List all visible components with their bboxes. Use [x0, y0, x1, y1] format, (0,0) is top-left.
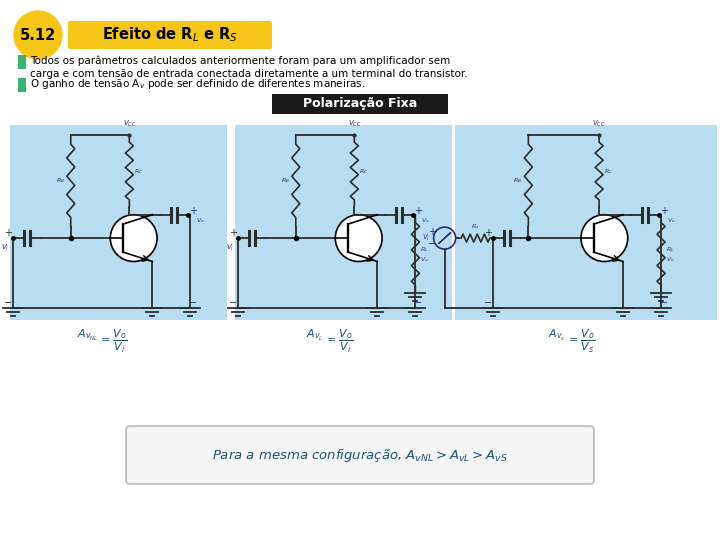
Text: $V_o$: $V_o$	[666, 255, 675, 264]
Text: −: −	[485, 298, 492, 308]
Circle shape	[581, 215, 628, 261]
Text: = $\dfrac{V_o}{V_i}$: = $\dfrac{V_o}{V_i}$	[101, 328, 128, 355]
Text: +: +	[485, 228, 492, 238]
Text: $V_{CC}$: $V_{CC}$	[122, 119, 136, 129]
Text: O ganho de tensão A$_v$ pode ser definido de diferentes maneiras.: O ganho de tensão A$_v$ pode ser definid…	[30, 77, 366, 91]
Text: +: +	[230, 228, 238, 238]
Circle shape	[14, 11, 62, 59]
Text: −: −	[189, 298, 197, 308]
Text: $A_{v_L}$: $A_{v_L}$	[306, 328, 323, 343]
Text: $R_C$: $R_C$	[359, 167, 369, 176]
Text: $V_o$: $V_o$	[197, 216, 205, 225]
Text: +: +	[660, 206, 668, 215]
Text: $R_B$: $R_B$	[513, 177, 523, 185]
Text: −: −	[229, 298, 238, 308]
Text: +: +	[4, 228, 12, 238]
FancyBboxPatch shape	[18, 55, 26, 69]
Text: $A_{v_{NL}}$: $A_{v_{NL}}$	[77, 328, 99, 343]
Text: $V_{CC}$: $V_{CC}$	[348, 119, 361, 129]
FancyBboxPatch shape	[235, 125, 452, 320]
Text: $V_o$: $V_o$	[421, 216, 430, 225]
Text: −: −	[4, 298, 12, 308]
FancyBboxPatch shape	[68, 21, 272, 49]
Text: $R_L$: $R_L$	[666, 245, 675, 254]
Text: $R_B$: $R_B$	[55, 177, 65, 185]
Text: = $\dfrac{V_o}{V_i}$: = $\dfrac{V_o}{V_i}$	[325, 328, 353, 355]
Text: $R_B$: $R_B$	[281, 177, 289, 185]
Text: −: −	[428, 239, 436, 249]
Text: $V_i$: $V_i$	[421, 233, 430, 243]
Text: $R_C$: $R_C$	[135, 167, 144, 176]
FancyBboxPatch shape	[272, 94, 448, 114]
Text: $R_L$: $R_L$	[420, 245, 429, 254]
Text: −: −	[414, 298, 423, 308]
Text: $V_o$: $V_o$	[667, 216, 676, 225]
Text: $R_s$: $R_s$	[472, 222, 480, 231]
Circle shape	[336, 215, 382, 261]
Text: +: +	[415, 206, 423, 215]
Text: Todos os parâmetros calculados anteriormente foram para um amplificador sem: Todos os parâmetros calculados anteriorm…	[30, 56, 450, 66]
Text: $R_C$: $R_C$	[604, 167, 613, 176]
FancyBboxPatch shape	[10, 125, 227, 320]
Text: +: +	[189, 206, 197, 215]
Text: +: +	[428, 227, 436, 237]
Text: $V_{CC}$: $V_{CC}$	[593, 119, 606, 129]
Text: $V_o$: $V_o$	[420, 255, 429, 264]
Text: $A_{v_s}$: $A_{v_s}$	[549, 328, 566, 343]
FancyBboxPatch shape	[455, 125, 717, 320]
FancyBboxPatch shape	[126, 426, 594, 484]
Text: $V_i$: $V_i$	[1, 243, 9, 253]
Text: −: −	[660, 298, 668, 308]
Text: Para a mesma configuração, $A_{vNL} > A_{vL} > A_{vS}$: Para a mesma configuração, $A_{vNL} > A_…	[212, 447, 508, 463]
Text: Efeito de R$_L$ e R$_S$: Efeito de R$_L$ e R$_S$	[102, 25, 238, 44]
FancyBboxPatch shape	[18, 78, 26, 92]
Text: 5.12: 5.12	[20, 28, 56, 43]
Circle shape	[110, 215, 157, 261]
Text: = $\dfrac{V_o}{V_s}$: = $\dfrac{V_o}{V_s}$	[568, 328, 595, 355]
Text: $V_i$: $V_i$	[226, 243, 235, 253]
Text: Polarização Fixa: Polarização Fixa	[303, 98, 417, 111]
Text: carga e com tensão de entrada conectada diretamente a um terminal do transistor.: carga e com tensão de entrada conectada …	[30, 69, 467, 79]
